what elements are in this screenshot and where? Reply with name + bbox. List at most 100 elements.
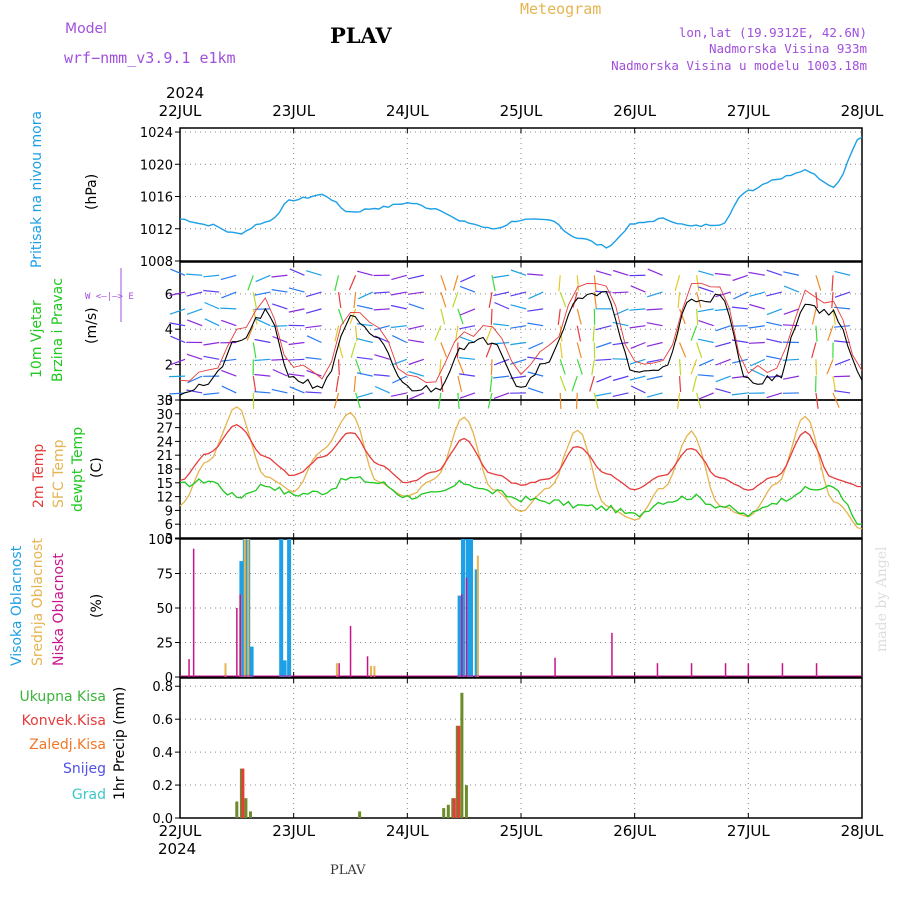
x-day-label-top: 25JUL [500,102,543,120]
wind-arrow [811,342,817,359]
cloud-bar [457,595,462,677]
wind-arrow [254,358,271,362]
x-day-label-bottom: 28JUL [841,822,884,840]
wind-arrow [612,291,629,294]
wind-arrow [811,308,817,325]
wind-arrow [220,307,237,310]
cloud-bar [469,539,473,677]
temp-unit: (C) [89,457,105,478]
wind-arrow [459,357,476,360]
wind-arrow [408,358,425,366]
wind-arrow [559,375,567,392]
wind-arrow [630,285,646,293]
precip-snijeg-label: Snijeg [63,761,106,777]
wind-compass: W <–|–> E [85,292,134,302]
wind-arrow [272,368,288,377]
wind-arrow [510,325,527,329]
wind-arrow [305,356,322,360]
cloud-bar [279,539,284,677]
wind-arrow [646,308,663,311]
wind-arrow [271,325,288,327]
wind-arrow [434,325,442,341]
wind-arrow [826,359,834,375]
x-day-label-bottom: 26JUL [613,822,656,840]
wind-arrow [572,291,578,308]
wind-arrow [731,325,748,327]
wind-arrow [357,270,373,276]
temp-2m-label: 2m Temp [31,444,47,508]
x-day-label-top: 24JUL [386,102,429,120]
y-tick-label: 18 [156,463,173,478]
cloud-bar [465,577,468,677]
cloud-bar [781,663,784,677]
wind-arrow [490,308,493,325]
dewpoint-line [179,475,862,525]
precip-bar [457,725,461,818]
wind-arrow [356,372,373,377]
precip-grad-label: Grad [72,787,106,803]
y-tick-label: 6 [165,288,173,303]
wind-arrow [528,291,544,300]
wind-arrow [733,291,749,300]
wind-arrow [493,291,510,297]
wind-arrow [457,375,463,392]
wind-arrow [834,340,851,344]
wind-arrow [169,392,186,395]
wind-arrow [697,338,714,344]
cloud-bar [287,539,292,677]
cloud-bar [747,663,750,677]
wind-arrow [783,285,800,293]
year-bottom: 2024 [158,840,196,858]
cloud-bar [474,569,479,677]
wind-arrow [489,376,493,393]
wind-arrow [528,341,544,350]
meteogram-title: Meteogram [520,0,601,18]
y-tick-label: 9 [165,504,173,519]
wind-arrow [356,356,373,360]
wind-arrow [252,308,258,325]
cloud-bar [239,594,241,677]
wind-arrow [559,342,563,359]
precip-bar [244,798,248,818]
pressure-unit: (hPa) [84,174,100,210]
wind-arrow [392,335,408,344]
precip-konvek-label: Konvek.Kisa [22,713,106,729]
wind-arrow [485,325,493,341]
wind-arrow [305,325,322,329]
y-tick-label: 12 [156,491,173,506]
x-day-label-top: 23JUL [272,102,315,120]
wind-arrow [459,336,476,344]
wind-arrow [595,358,612,361]
wind-arrow [731,306,748,310]
wind-arrow [527,322,544,327]
precip-bar [358,811,362,818]
cloud-bar [236,608,238,677]
wind-arrow [186,273,203,276]
wind-arrow [491,275,496,292]
wind-arrow [766,291,783,297]
wind-arrow [457,392,460,409]
wind-arrow [831,275,834,292]
cloud-bar [815,663,818,677]
cloud-bar [366,656,369,677]
wind-arrow [698,320,714,327]
x-day-label-bottom: 24JUL [386,822,429,840]
wind-arrow [493,375,510,379]
model-value: wrf−nmm_v3.9.1 e1km [64,49,236,67]
y-tick-label: 0 [165,394,173,409]
wind-arrow [591,359,595,376]
wind-arrow [252,291,257,308]
cloud-bar [465,539,470,677]
wind-arrow [348,275,357,291]
wind-arrow [493,323,510,327]
cloud-unit: (%) [89,594,105,618]
wind-arrow [629,325,646,329]
y-tick-label: 0.2 [152,779,173,794]
wind-arrow [440,376,444,393]
wind-arrow [646,392,663,398]
wind-arrow [288,341,305,346]
y-tick-label: 0.8 [152,680,173,695]
wind-arrow [288,373,305,377]
wind-arrow [696,392,702,409]
wind-arrow [169,291,186,297]
